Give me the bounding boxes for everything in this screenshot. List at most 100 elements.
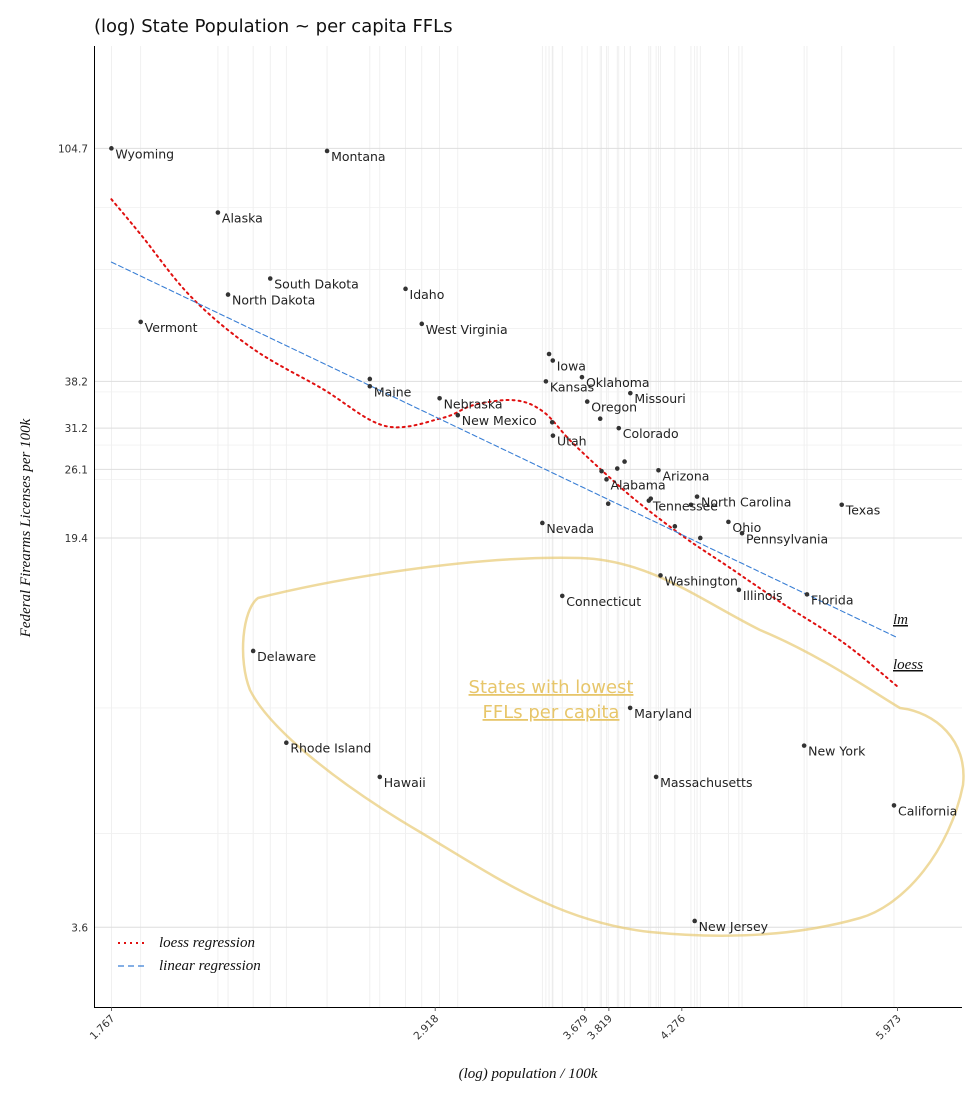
state-point (437, 396, 442, 401)
state-point (267, 276, 273, 281)
state-label: West Virginia (426, 322, 508, 337)
state-point (891, 803, 897, 808)
state-label: Massachusetts (660, 775, 752, 790)
state-label: Colorado (623, 426, 679, 441)
annotation-group: States with lowest FFLs per capita (241, 556, 965, 937)
y-tick-label: 31.2 (65, 423, 88, 435)
state-point (628, 390, 633, 396)
state-label: Maine (374, 384, 412, 399)
state-label: Oklahoma (586, 375, 650, 390)
state-point (604, 477, 609, 482)
chart-title: (log) State Population ~ per capita FFLs (94, 16, 453, 37)
state-label: New Mexico (462, 413, 537, 428)
state-point-unlabeled (614, 466, 620, 471)
state-point (627, 705, 633, 711)
state-point (540, 520, 545, 526)
x-tick-label: 2.918 (412, 1013, 442, 1043)
y-tick-label: 3.6 (71, 922, 88, 934)
state-point (584, 399, 590, 404)
state-point (455, 412, 461, 418)
state-point (726, 519, 731, 525)
state-point (225, 292, 231, 297)
state-point (543, 379, 549, 384)
state-point-unlabeled (546, 351, 552, 357)
state-label: Florida (811, 592, 854, 607)
state-point (804, 592, 810, 597)
state-label: North Dakota (232, 293, 315, 308)
annotation-line-2: FFLs per capita (483, 702, 620, 723)
state-point (692, 918, 697, 924)
state-label: South Dakota (274, 277, 359, 292)
x-tick-label: 4.276 (658, 1012, 688, 1042)
y-tick-labels: 104.7 38.2 31.2 26.1 19.4 3.6 (58, 143, 88, 934)
state-point-unlabeled (648, 496, 654, 501)
state-label: Connecticut (566, 594, 641, 609)
state-label: Oregon (591, 400, 637, 415)
state-point (109, 146, 114, 151)
state-point (377, 774, 383, 780)
state-point (559, 593, 565, 599)
state-point (736, 587, 742, 593)
data-points (109, 146, 897, 924)
state-point (739, 530, 745, 536)
state-label: Alaska (222, 211, 263, 226)
state-label: Delaware (257, 649, 316, 664)
state-point (550, 358, 556, 363)
state-point (284, 740, 289, 746)
state-label: New Jersey (699, 919, 769, 934)
state-point-unlabeled (622, 459, 627, 464)
x-tick-label: 1.767 (88, 1013, 118, 1043)
state-point (658, 573, 663, 578)
loess-label: loess (893, 657, 923, 673)
y-tick-label: 26.1 (65, 464, 88, 476)
lm-line (110, 261, 899, 639)
legend: loess regression linear regression (118, 935, 261, 974)
state-point-unlabeled (605, 501, 611, 507)
state-label: Iowa (557, 359, 586, 374)
state-point (403, 286, 408, 292)
legend-loess-label: loess regression (159, 935, 255, 951)
state-label: Nebraska (444, 396, 503, 411)
y-axis-title: Federal Firearms Licenses per 100k (18, 418, 34, 638)
x-axis-title: (log) population / 100k (459, 1066, 598, 1082)
annotation-text: States with lowest FFLs per capita (469, 677, 634, 723)
x-tick-label: 3.819 (585, 1013, 615, 1043)
state-label: Tennessee (652, 499, 718, 514)
x-tick-label: 3.679 (561, 1013, 591, 1043)
state-point-unlabeled (599, 468, 604, 474)
state-point-unlabeled (549, 419, 555, 425)
state-label: Texas (845, 503, 881, 518)
state-label: Rhode Island (290, 741, 371, 756)
state-point (579, 374, 585, 380)
state-label: Kansas (550, 379, 594, 394)
state-label: New York (808, 744, 866, 759)
state-label: Nevada (546, 521, 594, 536)
state-point-unlabeled (688, 502, 694, 508)
state-point (250, 648, 256, 654)
state-point (138, 319, 143, 325)
state-label: Maryland (634, 706, 692, 721)
state-label: Vermont (145, 320, 198, 335)
state-point (616, 425, 622, 431)
state-point (801, 743, 807, 748)
grid (94, 46, 962, 1007)
annotation-line-1: States with lowest (469, 677, 634, 698)
state-point-unlabeled (672, 524, 678, 529)
state-point (367, 383, 373, 389)
state-label: Wyoming (115, 146, 174, 161)
loess-line (110, 198, 899, 688)
state-point (215, 210, 221, 215)
state-point-unlabeled (367, 376, 373, 382)
legend-lm-label: linear regression (159, 958, 261, 974)
state-label: Alabama (611, 477, 666, 492)
state-label: Hawaii (384, 775, 426, 790)
state-point (839, 502, 845, 508)
y-tick-label: 38.2 (65, 376, 88, 388)
axes (94, 46, 962, 1008)
state-point (694, 494, 700, 499)
annotation-outline (241, 556, 965, 937)
regression-lines (110, 198, 899, 688)
